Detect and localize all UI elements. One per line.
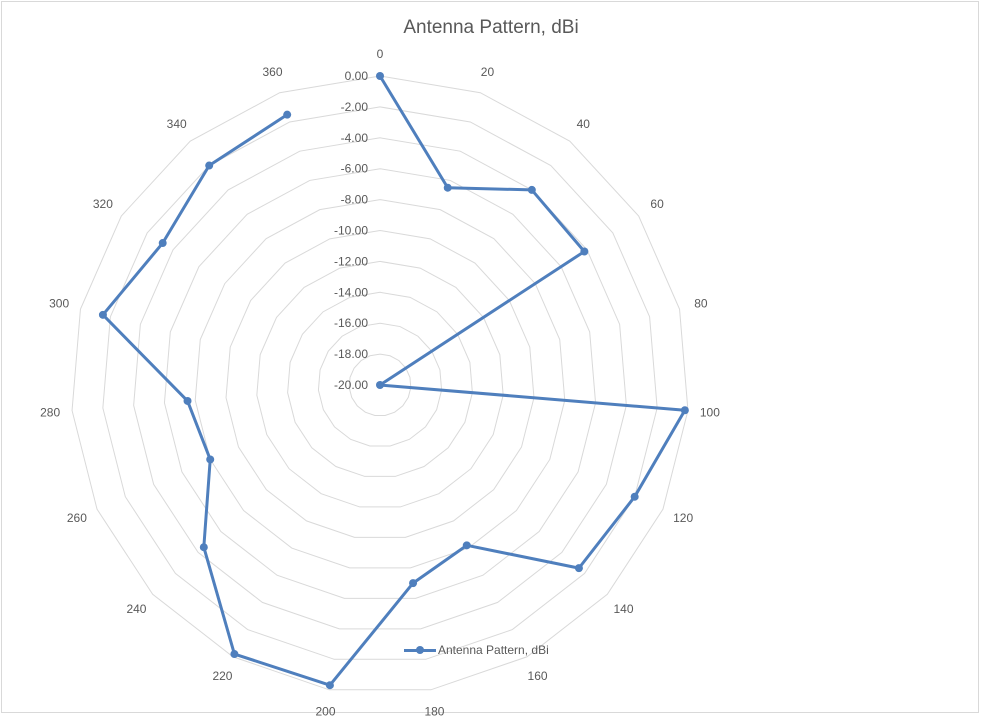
data-point: [230, 650, 239, 659]
grid-ring: [348, 353, 412, 416]
category-label: 160: [528, 669, 548, 683]
legend-label: Antenna Pattern, dBi: [438, 643, 549, 657]
grid: [71, 75, 689, 691]
data-point: [462, 541, 471, 550]
category-label: 240: [126, 602, 146, 616]
grid-ring: [256, 260, 504, 508]
data-point: [183, 396, 192, 405]
data-point: [680, 406, 689, 415]
data-point: [158, 239, 167, 248]
radial-tick-label: -8.00: [341, 193, 369, 207]
radial-tick-label: -10.00: [334, 224, 368, 238]
data-point: [325, 681, 334, 690]
category-label: 140: [614, 602, 634, 616]
data-point: [580, 247, 589, 256]
data-point: [283, 110, 292, 119]
data-point: [527, 185, 536, 194]
series-line: [101, 75, 687, 687]
data-point: [630, 492, 639, 501]
grid-ring: [133, 137, 627, 630]
radial-tick-label: -14.00: [334, 285, 368, 299]
radial-tick-label: 0.00: [345, 69, 369, 83]
category-label: 100: [700, 405, 720, 419]
category-label: 280: [40, 405, 60, 419]
grid-ring: [102, 106, 658, 660]
grid-ring: [71, 75, 689, 691]
data-point: [98, 310, 107, 319]
data-point: [199, 543, 208, 552]
category-label: 180: [424, 704, 444, 716]
category-label: 120: [673, 511, 693, 525]
radial-tick-label: -4.00: [341, 131, 369, 145]
category-label: 20: [481, 65, 495, 79]
radial-tick-label: -20.00: [334, 378, 368, 392]
category-label: 60: [650, 197, 664, 211]
legend: Antenna Pattern, dBi: [404, 641, 549, 659]
grid-ring: [225, 229, 535, 538]
legend-marker-icon: [404, 644, 436, 656]
category-label: 300: [49, 297, 69, 311]
category-label: 40: [577, 117, 591, 131]
category-label: 220: [212, 669, 232, 683]
category-label: 0: [377, 47, 384, 61]
radial-tick-label: -2.00: [341, 100, 369, 114]
category-label: 320: [93, 197, 113, 211]
radial-tick-label: -6.00: [341, 162, 369, 176]
data-point: [376, 381, 384, 389]
data-point: [409, 579, 418, 588]
radial-tick-label: -18.00: [334, 347, 368, 361]
grid-ring: [194, 199, 566, 569]
radial-tick-label: -16.00: [334, 316, 368, 330]
data-point: [205, 161, 214, 170]
data-point: [443, 183, 452, 192]
category-label: 340: [167, 117, 187, 131]
grid-ring: [163, 168, 597, 599]
category-label: 200: [316, 704, 336, 716]
data-point: [206, 455, 215, 464]
data-point: [376, 72, 384, 80]
category-label: 260: [67, 511, 87, 525]
chart-title: Antenna Pattern, dBi: [403, 17, 579, 38]
category-label: 80: [694, 297, 708, 311]
grid-ring: [317, 322, 443, 447]
radial-tick-label: -12.00: [334, 254, 368, 268]
grid-ring: [287, 291, 473, 477]
data-point: [574, 564, 583, 573]
category-label: 360: [263, 65, 283, 79]
